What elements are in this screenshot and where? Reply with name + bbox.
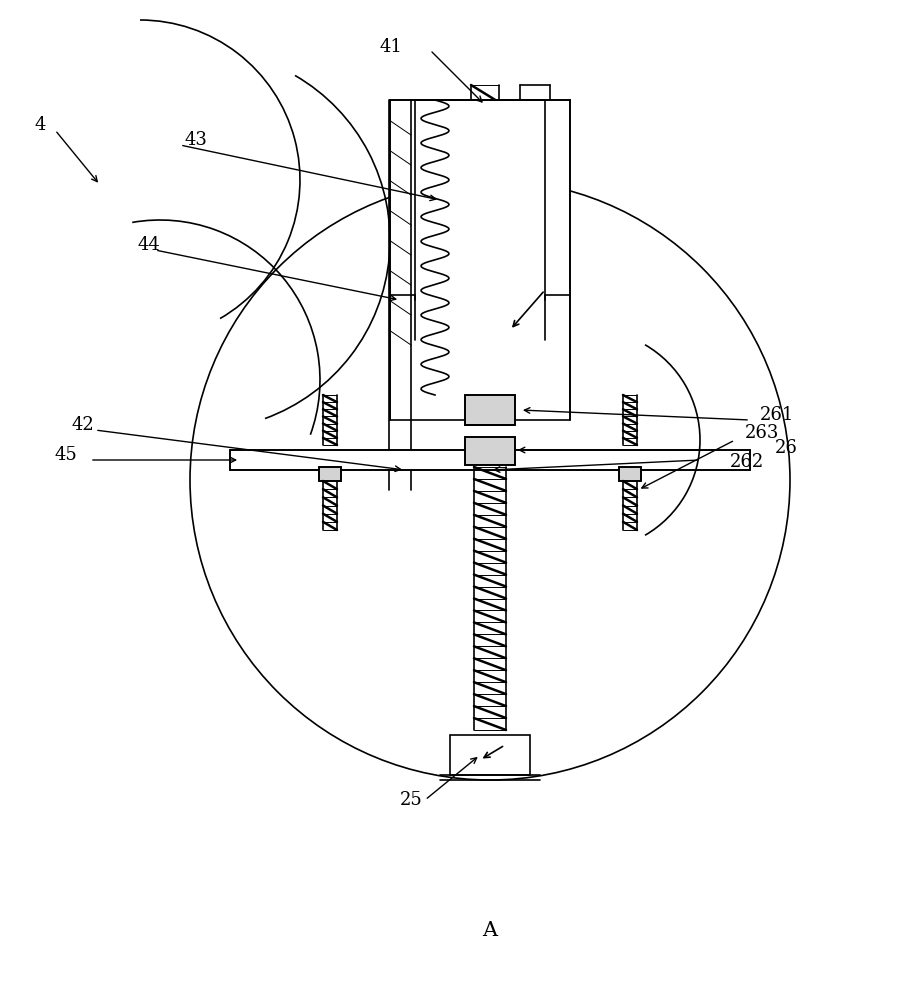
- Circle shape: [189, 180, 789, 780]
- Text: 263: 263: [744, 424, 779, 442]
- Bar: [319, 467, 341, 481]
- Text: 261: 261: [759, 406, 793, 424]
- Bar: [465, 395, 515, 425]
- Text: 45: 45: [55, 446, 77, 464]
- Bar: [619, 467, 640, 481]
- Text: 26: 26: [774, 439, 797, 457]
- Text: A: A: [482, 920, 497, 940]
- Text: 262: 262: [729, 453, 763, 471]
- Text: 4: 4: [35, 116, 46, 134]
- Bar: [465, 437, 515, 465]
- Text: 43: 43: [185, 131, 208, 149]
- Bar: [230, 450, 749, 470]
- Text: 42: 42: [72, 416, 95, 434]
- Text: 41: 41: [380, 38, 403, 56]
- Bar: [449, 735, 529, 775]
- Bar: [390, 100, 569, 420]
- Text: 25: 25: [400, 791, 423, 809]
- Text: 44: 44: [138, 236, 160, 254]
